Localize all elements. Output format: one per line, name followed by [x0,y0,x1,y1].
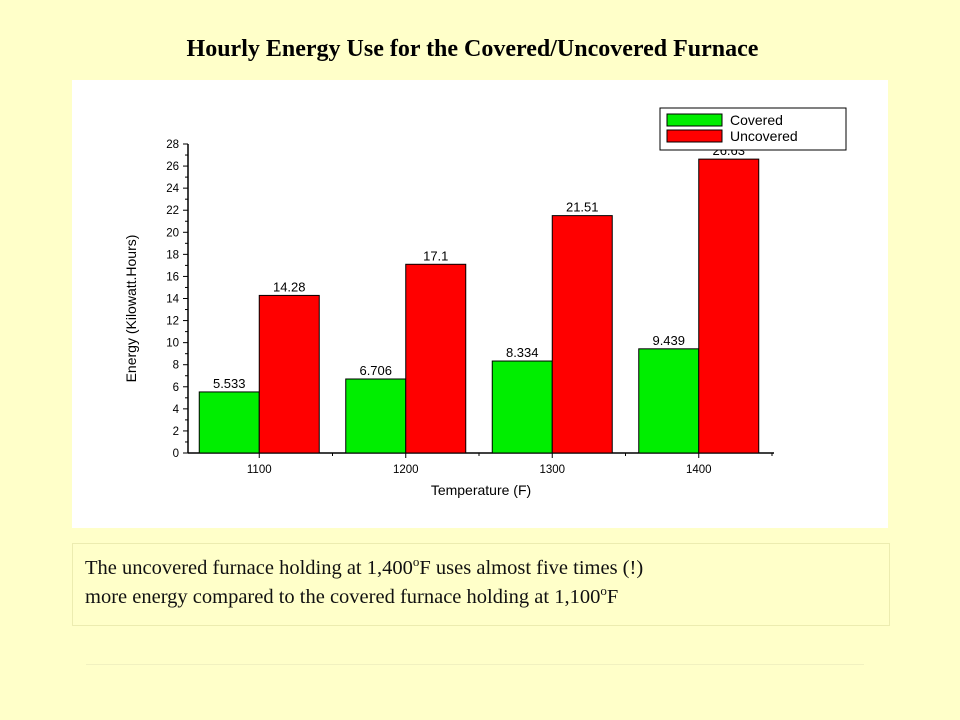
legend-swatch-uncovered [666,129,723,143]
bar-chart: 02468101214161820222426285.53314.2811006… [123,107,847,498]
data-label: 21.51 [566,200,599,215]
x-tick-label: 1400 [686,464,712,476]
y-tick-label: 16 [166,271,179,283]
x-tick-label: 1100 [247,464,272,476]
data-label: 5.533 [213,376,246,391]
y-tick-label: 28 [166,139,179,151]
y-axis-title: Energy (Kilowatt.Hours) [123,235,139,383]
degree-mark: o [412,554,420,569]
y-tick-label: 0 [173,448,179,460]
caption-line-2-text: more energy compared to the covered furn… [85,586,601,608]
bar-uncovered [258,294,320,454]
bar-uncovered [551,215,613,454]
y-tick-label: 26 [166,161,179,173]
y-tick-label: 18 [166,249,179,261]
x-tick-label: 1300 [539,464,565,476]
y-tick-label: 4 [173,404,180,416]
bottom-divider [86,664,864,665]
bar-covered [638,348,700,454]
data-label: 8.334 [506,345,539,360]
data-label: 9.439 [652,333,685,348]
bar-uncovered [698,158,760,454]
y-tick-label: 24 [166,183,179,195]
y-tick-label: 10 [166,338,179,350]
data-label: 14.28 [273,279,306,294]
caption-line-1-text: The uncovered furnace holding at 1,400 [85,557,413,579]
bar-uncovered [405,263,467,454]
bar-covered [491,360,553,454]
y-tick-label: 6 [173,382,179,394]
y-tick-label: 22 [166,205,179,217]
legend-label: Covered [730,112,783,128]
bar-covered [345,378,407,454]
caption-line-2: more energy compared to the covered furn… [85,583,889,612]
y-tick-label: 14 [166,294,179,306]
caption-line-1-end: F uses almost five times (!) [419,557,644,579]
degree-mark: o [600,583,607,598]
legend-label: Uncovered [730,128,798,144]
bar-covered [198,391,260,454]
legend-swatch-covered [666,113,723,127]
y-tick-label: 8 [173,360,179,372]
caption-line-2-end: F [606,586,619,608]
data-label: 6.706 [359,363,392,378]
slide-title: Hourly Energy Use for the Covered/Uncove… [186,36,759,62]
y-tick-label: 2 [173,426,179,438]
x-tick-label: 1200 [393,464,419,476]
data-label: 17.1 [423,248,448,263]
caption-box: The uncovered furnace holding at 1,400oF… [72,543,890,626]
x-axis-title: Temperature (F) [431,482,531,498]
caption-line-1: The uncovered furnace holding at 1,400oF… [85,554,889,583]
y-tick-label: 12 [166,316,179,328]
chart-panel: 0 2 4 6 8 10 12 14 16 18 20 22 24 26 28 5.533 14.28 1100 6… [72,80,888,528]
y-tick-label: 20 [166,227,179,239]
